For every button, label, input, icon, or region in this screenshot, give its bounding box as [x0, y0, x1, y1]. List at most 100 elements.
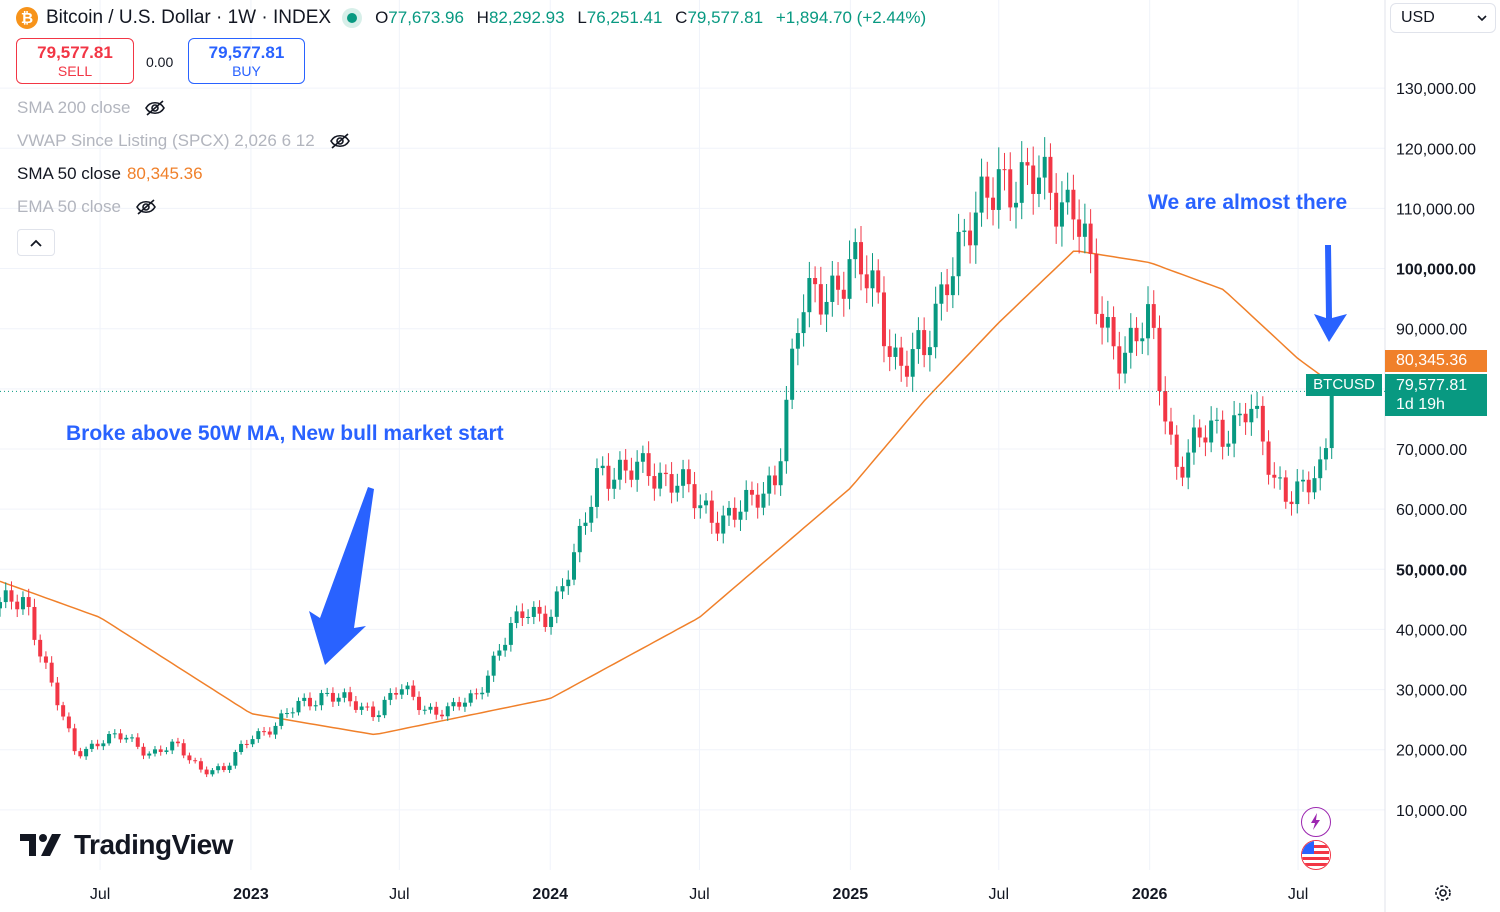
- y-tick-label: 10,000.00: [1396, 803, 1467, 820]
- candle-body: [600, 465, 605, 469]
- symbol-header[interactable]: ₿ Bitcoin / U.S. Dollar · 1W · INDEX O77…: [16, 6, 934, 30]
- buy-button[interactable]: 79,577.81 BUY: [188, 38, 305, 84]
- candle-body: [715, 522, 720, 534]
- candle-body: [1128, 327, 1133, 353]
- candle-body: [904, 365, 909, 377]
- candle-body: [663, 472, 668, 475]
- candle-body: [1025, 162, 1030, 166]
- candle-body: [152, 749, 157, 754]
- chevron-up-icon: [30, 239, 42, 247]
- tradingview-logo[interactable]: TradingView: [20, 828, 233, 862]
- candle-body: [577, 525, 582, 553]
- candle-body: [474, 693, 479, 695]
- candle-body: [181, 743, 186, 756]
- bar-countdown: 1d 19h: [1396, 396, 1445, 413]
- candle-body: [497, 650, 502, 656]
- candle-body: [956, 231, 961, 277]
- candle-body: [1226, 443, 1231, 447]
- candle-body: [480, 692, 485, 695]
- indicator-ema-50[interactable]: EMA 50 close: [17, 195, 157, 219]
- candle-body: [996, 169, 1001, 210]
- candle-body: [164, 750, 169, 752]
- candle-body: [554, 591, 559, 617]
- annotation-arrow-right: [1314, 245, 1347, 342]
- candle-body: [1146, 304, 1151, 339]
- annotation-right: We are almost there: [1148, 191, 1348, 214]
- candle-body: [1117, 346, 1122, 374]
- candle-body: [399, 689, 404, 695]
- sma-50-series: [0, 250, 1338, 736]
- candle-body: [485, 675, 490, 693]
- candle-body: [468, 693, 473, 703]
- candle-body: [233, 752, 238, 766]
- candle-body: [262, 731, 267, 733]
- candle-body: [72, 728, 77, 752]
- candle-body: [1008, 169, 1013, 208]
- candle-body: [170, 741, 175, 751]
- candle-body: [830, 275, 835, 302]
- candle-body: [1082, 223, 1087, 237]
- candle-body: [927, 347, 932, 356]
- candle-body: [371, 706, 376, 718]
- x-tick-label: Jul: [90, 886, 110, 903]
- indicator-sma-50[interactable]: SMA 50 close 80,345.36: [17, 162, 203, 186]
- annotation-arrow-left: [309, 487, 374, 665]
- candle-body: [1077, 219, 1082, 237]
- candle-body: [193, 760, 198, 762]
- candle-body: [285, 713, 290, 715]
- eye-hidden-icon[interactable]: [144, 99, 166, 117]
- sell-button[interactable]: 79,577.81 SELL: [16, 38, 134, 84]
- candle-body: [704, 500, 709, 506]
- candle-body: [721, 515, 726, 534]
- x-tick-label: Jul: [389, 886, 409, 903]
- candle-body: [1151, 304, 1156, 328]
- candle-body: [973, 212, 978, 246]
- collapse-legend-button[interactable]: [17, 229, 55, 256]
- candle-body: [566, 579, 571, 587]
- candle-body: [376, 715, 381, 718]
- candle-body: [870, 270, 875, 289]
- candle-body: [273, 725, 278, 735]
- indicator-vwap[interactable]: VWAP Since Listing (SPCX) 2,026 6 12: [17, 129, 351, 153]
- annotation-arrows: [309, 245, 1347, 665]
- candle-body: [893, 347, 898, 357]
- candle-body: [887, 346, 892, 357]
- candle-body: [1111, 317, 1116, 347]
- symbol-tag: BTCUSD: [1306, 374, 1382, 396]
- candle-body: [158, 749, 163, 752]
- candle-body: [1186, 452, 1191, 478]
- candle-body: [307, 697, 312, 707]
- candle-body: [84, 748, 89, 757]
- candle-body: [422, 709, 427, 711]
- candle-body: [342, 692, 347, 698]
- candle-body: [761, 493, 766, 508]
- candle-body: [359, 706, 364, 710]
- candle-body: [38, 639, 43, 657]
- candle-body: [9, 590, 14, 602]
- candle-body: [1203, 437, 1208, 443]
- candle-body: [20, 597, 25, 610]
- candle-body: [514, 611, 519, 624]
- settings-gear-icon[interactable]: [1431, 881, 1455, 905]
- candle-body: [1031, 165, 1036, 194]
- eye-hidden-icon[interactable]: [329, 132, 351, 150]
- eye-hidden-icon[interactable]: [135, 198, 157, 216]
- candle-body: [939, 284, 944, 304]
- candle-body: [1323, 448, 1328, 460]
- candle-body: [1237, 413, 1242, 416]
- candle-body: [795, 333, 800, 349]
- candle-body: [1300, 479, 1305, 482]
- currency-value: USD: [1401, 9, 1435, 26]
- candle-body: [933, 303, 938, 348]
- candle-body: [124, 737, 129, 740]
- region-flag-button[interactable]: [1301, 840, 1331, 870]
- indicator-sma-200[interactable]: SMA 200 close: [17, 96, 166, 120]
- alerts-button[interactable]: [1301, 807, 1331, 837]
- candle-body: [1042, 156, 1047, 178]
- currency-select[interactable]: USD: [1390, 3, 1496, 33]
- candle-body: [135, 737, 140, 747]
- x-tick-label: 2023: [233, 886, 269, 903]
- candle-body: [772, 475, 777, 486]
- candle-body: [1243, 413, 1248, 423]
